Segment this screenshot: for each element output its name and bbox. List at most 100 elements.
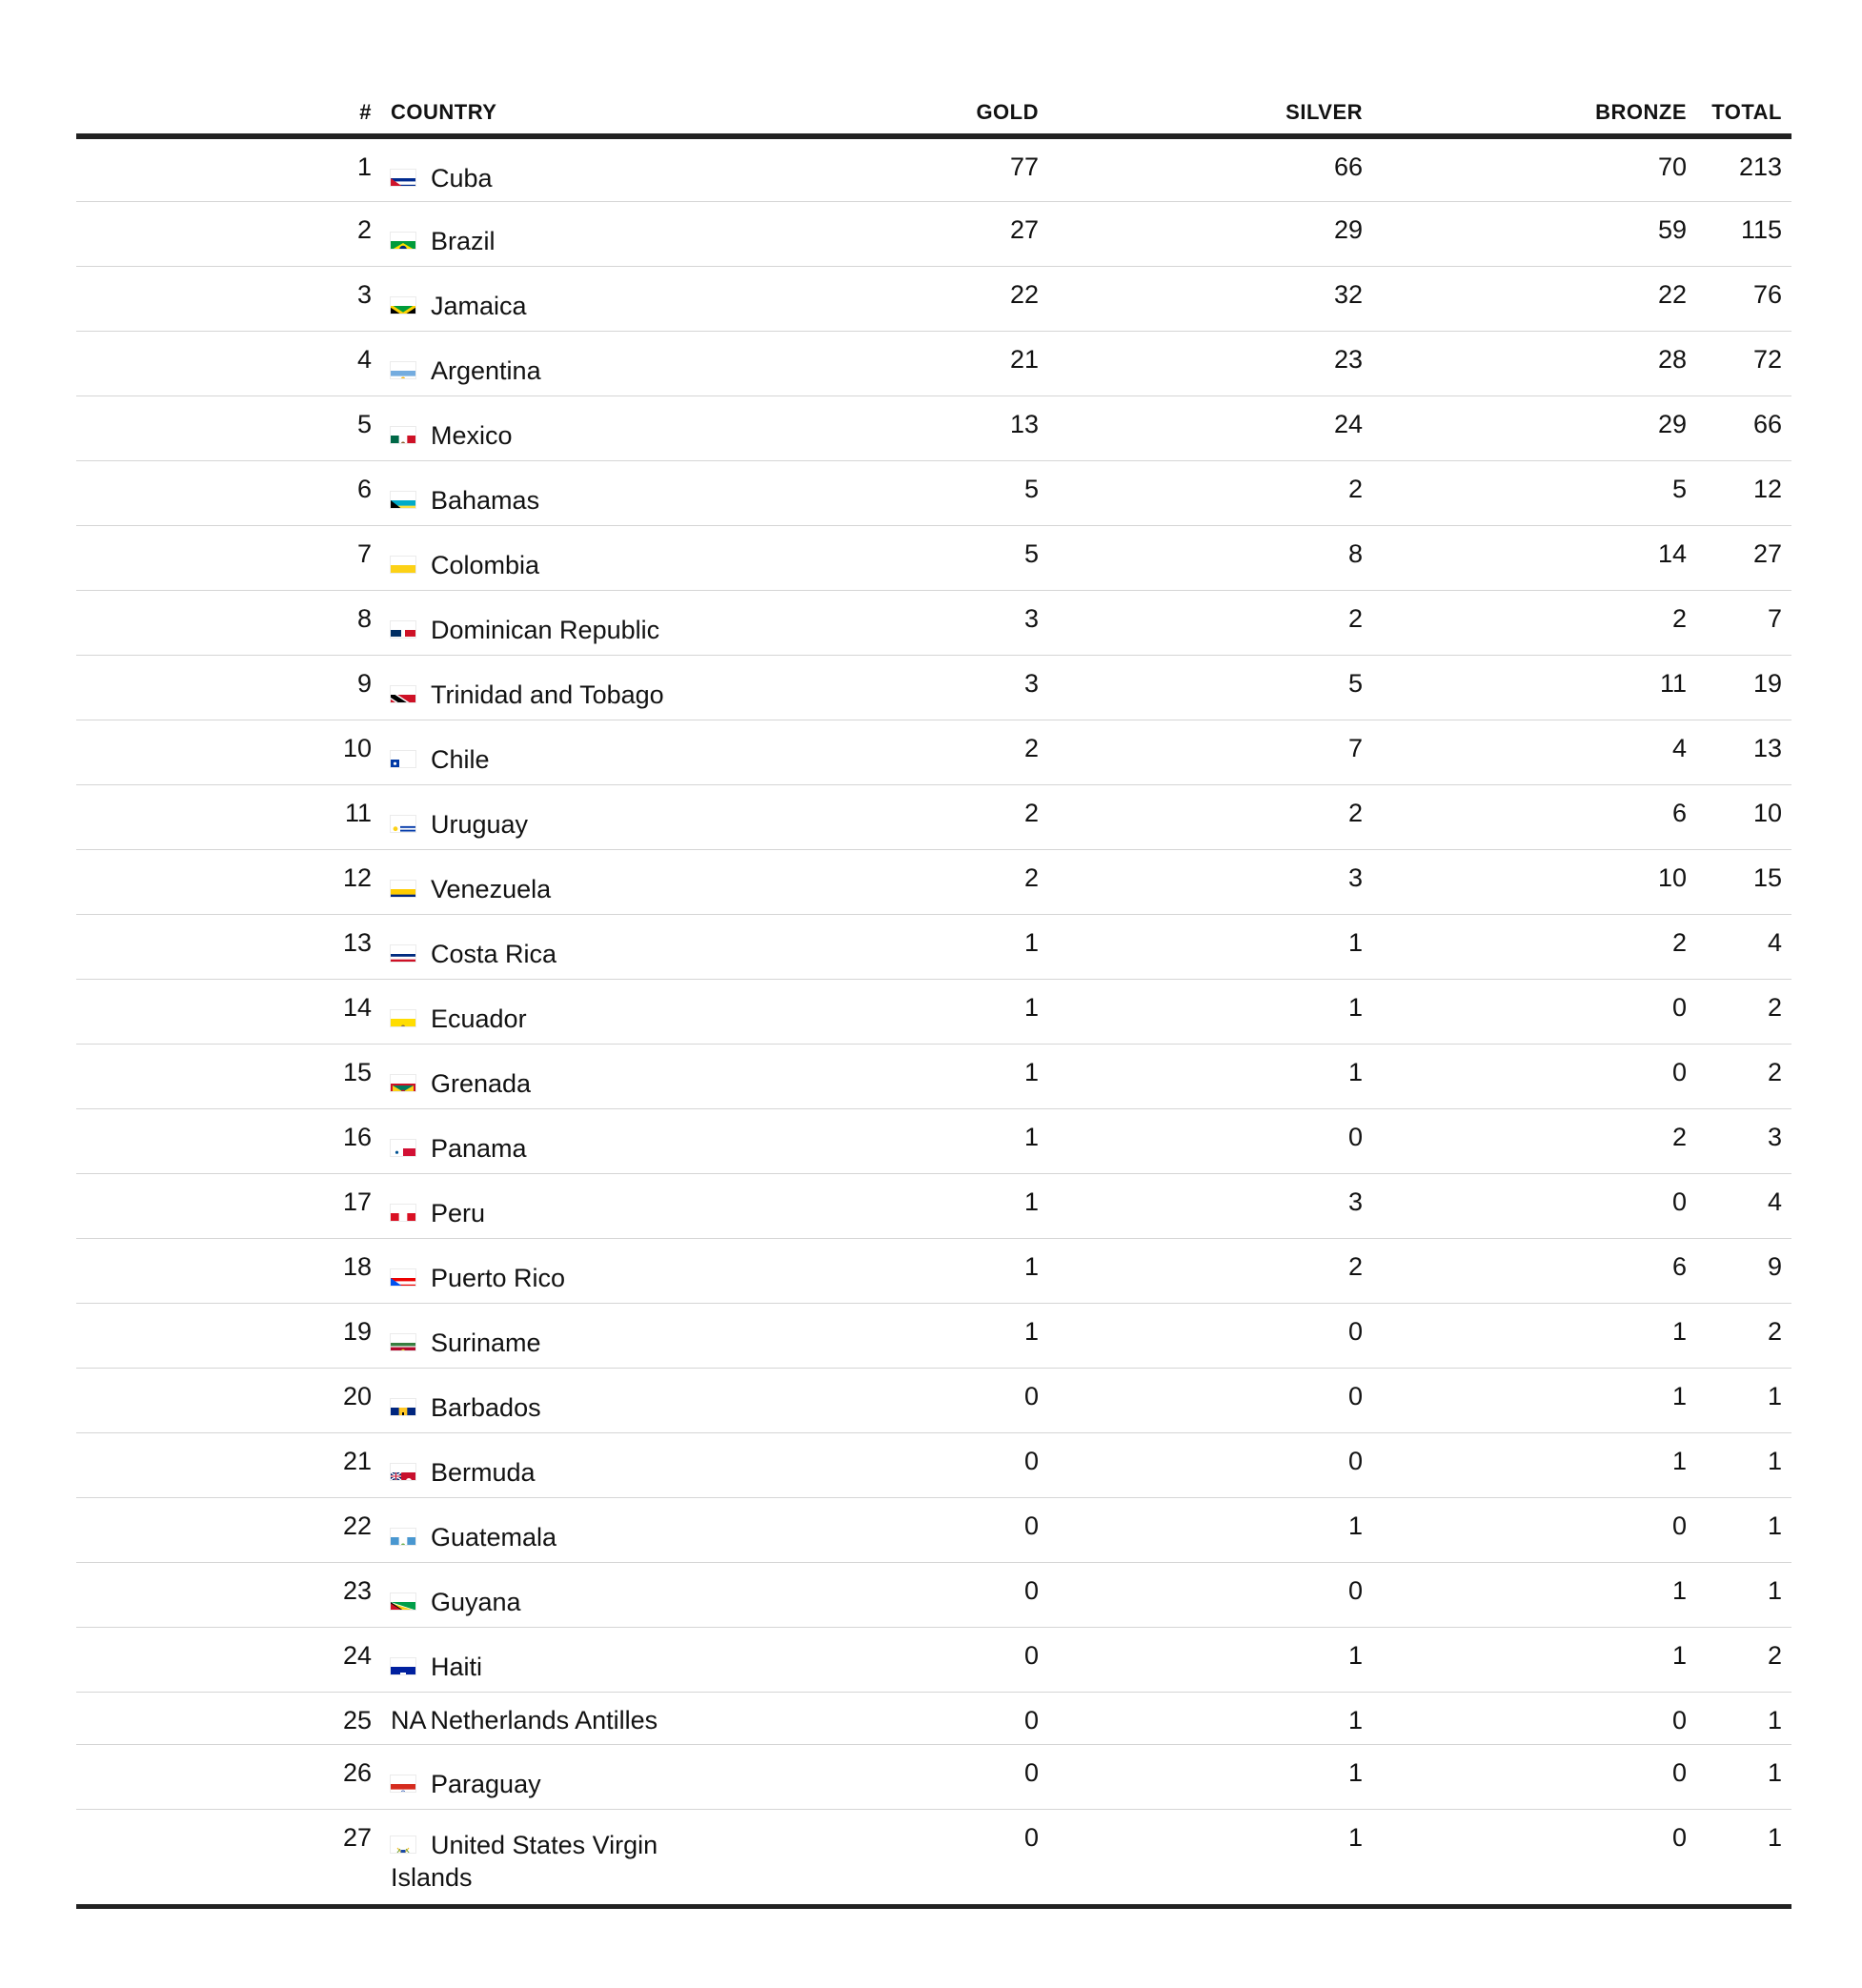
silver-cell: 1 xyxy=(1048,1692,1372,1745)
peru-flag-icon xyxy=(391,1205,415,1221)
country-cell: Ecuador xyxy=(391,979,743,1045)
country-cell: Mexico xyxy=(391,396,743,461)
header-total[interactable]: TOTAL xyxy=(1696,91,1791,139)
total-cell: 1 xyxy=(1696,1432,1791,1498)
country-cell: Guatemala xyxy=(391,1497,743,1563)
puerto-rico-flag-icon xyxy=(391,1269,415,1286)
country-cell: Peru xyxy=(391,1173,743,1239)
bronze-cell-value: 0 xyxy=(1671,1511,1687,1540)
silver-cell: 8 xyxy=(1048,525,1372,591)
rank-cell: 25 xyxy=(76,1692,391,1745)
ecuador-flag-icon xyxy=(391,1010,415,1026)
silver-cell-value: 24 xyxy=(1333,409,1363,438)
table-row: 26 Paraguay 0 1 0 1 xyxy=(76,1744,1791,1810)
country-name: United States Virgin Islands xyxy=(391,1830,658,1892)
bronze-cell-value: 28 xyxy=(1657,344,1687,374)
gold-cell-value: 13 xyxy=(1009,409,1039,438)
bronze-cell-value: 1 xyxy=(1671,1381,1687,1410)
rank-cell-value: 19 xyxy=(342,1316,372,1346)
bronze-cell: 1 xyxy=(1372,1432,1696,1498)
gold-cell: 1 xyxy=(743,914,1048,980)
colombia-flag-icon xyxy=(391,557,415,573)
country-cell: Venezuela xyxy=(391,849,743,915)
bronze-cell: 29 xyxy=(1372,396,1696,461)
total-cell: 15 xyxy=(1696,849,1791,915)
gold-cell-value: 0 xyxy=(1023,1381,1039,1410)
total-cell-value: 12 xyxy=(1752,474,1782,503)
gold-cell: 0 xyxy=(743,1432,1048,1498)
silver-cell-value: 32 xyxy=(1333,279,1363,309)
bronze-cell-value: 2 xyxy=(1671,927,1687,957)
country-cell: Cuba xyxy=(391,136,743,202)
brazil-flag-icon xyxy=(391,233,415,249)
country-cell: Uruguay xyxy=(391,784,743,850)
total-cell-value: 4 xyxy=(1767,927,1782,957)
gold-cell: 22 xyxy=(743,266,1048,332)
gold-cell: 0 xyxy=(743,1692,1048,1745)
silver-cell: 3 xyxy=(1048,849,1372,915)
total-cell: 10 xyxy=(1696,784,1791,850)
country-name: Jamaica xyxy=(431,291,527,320)
country-name: Guatemala xyxy=(431,1522,557,1552)
country-cell: Trinidad and Tobago xyxy=(391,655,743,720)
medal-table: # COUNTRY GOLD SILVER BRONZE TOTAL 1 Cuba 77 66 70… xyxy=(76,91,1791,1909)
bronze-cell-value: 11 xyxy=(1659,668,1687,698)
silver-cell-value: 66 xyxy=(1333,152,1363,181)
rank-cell-value: 2 xyxy=(356,214,372,244)
total-cell-value: 13 xyxy=(1752,733,1782,762)
header-gold[interactable]: GOLD xyxy=(743,91,1048,139)
gold-cell: 0 xyxy=(743,1497,1048,1563)
gold-cell-value: 3 xyxy=(1023,603,1039,633)
silver-cell-value: 1 xyxy=(1347,1822,1363,1852)
country-name: Haiti xyxy=(431,1652,483,1681)
gold-cell: 27 xyxy=(743,201,1048,267)
gold-cell: 5 xyxy=(743,460,1048,526)
venezuela-flag-icon xyxy=(391,881,415,897)
argentina-flag-icon xyxy=(391,362,415,378)
gold-cell-value: 1 xyxy=(1023,1316,1039,1346)
total-cell: 2 xyxy=(1696,979,1791,1045)
gold-cell: 1 xyxy=(743,979,1048,1045)
total-cell-value: 2 xyxy=(1767,1640,1782,1670)
rank-cell: 17 xyxy=(76,1173,391,1239)
country-cell: Bermuda xyxy=(391,1432,743,1498)
gold-cell-value: 0 xyxy=(1023,1575,1039,1605)
rank-cell-value: 17 xyxy=(342,1187,372,1216)
rank-cell: 22 xyxy=(76,1497,391,1563)
silver-cell: 0 xyxy=(1048,1303,1372,1369)
gold-cell-value: 1 xyxy=(1023,1251,1039,1281)
table-row: 4 Argentina 21 23 28 72 xyxy=(76,331,1791,396)
rank-cell-value: 23 xyxy=(342,1575,372,1605)
total-cell-value: 2 xyxy=(1767,992,1782,1022)
header-silver[interactable]: SILVER xyxy=(1048,91,1372,139)
bronze-cell-value: 0 xyxy=(1671,1057,1687,1086)
gold-cell: 77 xyxy=(743,136,1048,202)
rank-cell: 5 xyxy=(76,396,391,461)
rank-cell-value: 8 xyxy=(356,603,372,633)
table-row: 13 Costa Rica 1 1 2 4 xyxy=(76,914,1791,980)
bronze-cell: 0 xyxy=(1372,1692,1696,1745)
header-country[interactable]: COUNTRY xyxy=(391,91,743,139)
bronze-cell: 1 xyxy=(1372,1368,1696,1433)
table-row: 24 Haiti 0 1 1 2 xyxy=(76,1627,1791,1693)
table-row: 21 Bermuda 0 0 1 1 xyxy=(76,1432,1791,1498)
country-cell: Panama xyxy=(391,1108,743,1174)
bronze-cell: 0 xyxy=(1372,1809,1696,1909)
country-cell: Puerto Rico xyxy=(391,1238,743,1304)
gold-cell-value: 0 xyxy=(1023,1705,1039,1734)
table-row: 3 Jamaica 22 32 22 76 xyxy=(76,266,1791,332)
country-cell: Dominican Republic xyxy=(391,590,743,656)
total-cell-value: 2 xyxy=(1767,1316,1782,1346)
total-cell-value: 10 xyxy=(1752,798,1782,827)
bronze-cell: 2 xyxy=(1372,914,1696,980)
country-name: Colombia xyxy=(431,550,540,579)
bronze-cell-value: 5 xyxy=(1671,474,1687,503)
header-rank[interactable]: # xyxy=(76,91,391,139)
total-cell: 13 xyxy=(1696,720,1791,785)
country-cell: Chile xyxy=(391,720,743,785)
grenada-flag-icon xyxy=(391,1075,415,1091)
country-name: Bermuda xyxy=(431,1457,536,1487)
bronze-cell-value: 6 xyxy=(1671,1251,1687,1281)
header-bronze[interactable]: BRONZE xyxy=(1372,91,1696,139)
bronze-cell: 6 xyxy=(1372,1238,1696,1304)
